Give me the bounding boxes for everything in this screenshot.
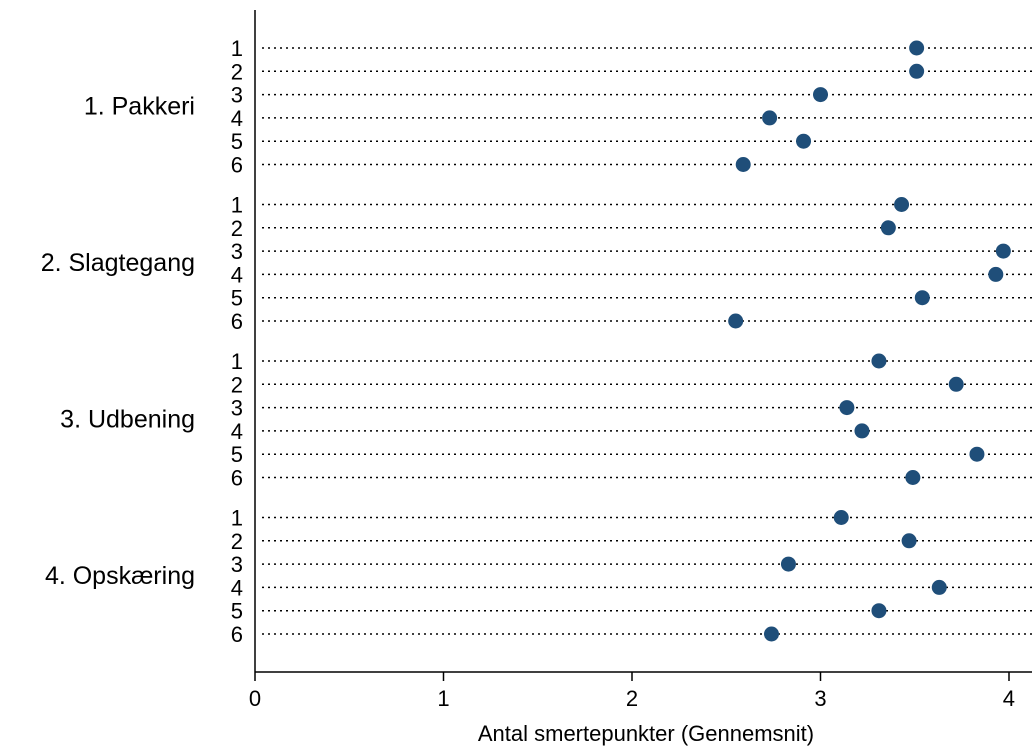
category-label: 3 — [231, 552, 243, 577]
group-label: 3. Udbening — [60, 405, 195, 433]
category-label: 5 — [231, 129, 243, 154]
category-label: 1 — [231, 506, 243, 531]
category-label: 6 — [231, 622, 243, 647]
data-points — [728, 40, 1011, 642]
data-point — [833, 510, 849, 525]
axes — [254, 10, 1032, 673]
x-tick-label: 4 — [1003, 686, 1015, 711]
data-point — [796, 133, 812, 149]
group-label: 2. Slagtegang — [41, 249, 195, 277]
category-label: 2 — [231, 216, 243, 241]
category-label: 1 — [231, 349, 243, 374]
x-tick-label: 1 — [437, 686, 449, 711]
data-point — [871, 603, 887, 619]
data-point — [839, 400, 855, 416]
data-point — [762, 110, 778, 126]
group-label: 4. Opskæring — [45, 562, 195, 590]
data-point — [988, 266, 1004, 282]
data-point — [948, 376, 964, 392]
category-label: 3 — [231, 396, 243, 421]
category-label: 3 — [231, 83, 243, 108]
category-label: 4 — [231, 575, 243, 600]
data-point — [813, 87, 828, 103]
data-point — [909, 40, 925, 56]
category-label: 6 — [231, 153, 243, 178]
data-point — [969, 446, 985, 462]
data-point — [894, 197, 910, 212]
category-label: 6 — [231, 309, 243, 334]
category-label: 3 — [231, 239, 243, 264]
category-label: 2 — [231, 529, 243, 554]
data-point — [901, 533, 917, 549]
data-point — [914, 290, 930, 306]
data-point — [880, 220, 896, 236]
data-point — [909, 63, 925, 79]
x-ticks: 0 1 2 3 4 — [249, 672, 1015, 711]
data-point — [854, 423, 870, 439]
data-point — [728, 313, 744, 329]
data-point — [780, 556, 796, 572]
category-label: 5 — [231, 286, 243, 311]
category-label: 6 — [231, 466, 243, 491]
data-point — [905, 470, 921, 485]
group-label: 1. Pakkeri — [84, 92, 195, 120]
grid-lines — [262, 47, 1032, 635]
x-tick-label: 2 — [626, 686, 638, 711]
x-axis-title: Antal smertepunkter (Gennemsnit) — [478, 721, 814, 746]
data-point — [763, 626, 779, 642]
category-label: 5 — [231, 599, 243, 624]
data-point — [995, 243, 1011, 259]
category-label: 1 — [231, 193, 243, 218]
x-tick-label: 3 — [814, 686, 826, 711]
category-label: 5 — [231, 442, 243, 467]
category-label: 2 — [231, 372, 243, 397]
category-label: 1 — [231, 36, 243, 61]
category-label: 4 — [231, 419, 243, 444]
data-point — [931, 579, 947, 595]
category-label: 4 — [231, 262, 243, 287]
data-point — [735, 157, 751, 172]
category-label: 4 — [231, 106, 243, 131]
category-label: 2 — [231, 59, 243, 84]
data-point — [871, 353, 887, 369]
x-tick-label: 0 — [249, 686, 261, 711]
